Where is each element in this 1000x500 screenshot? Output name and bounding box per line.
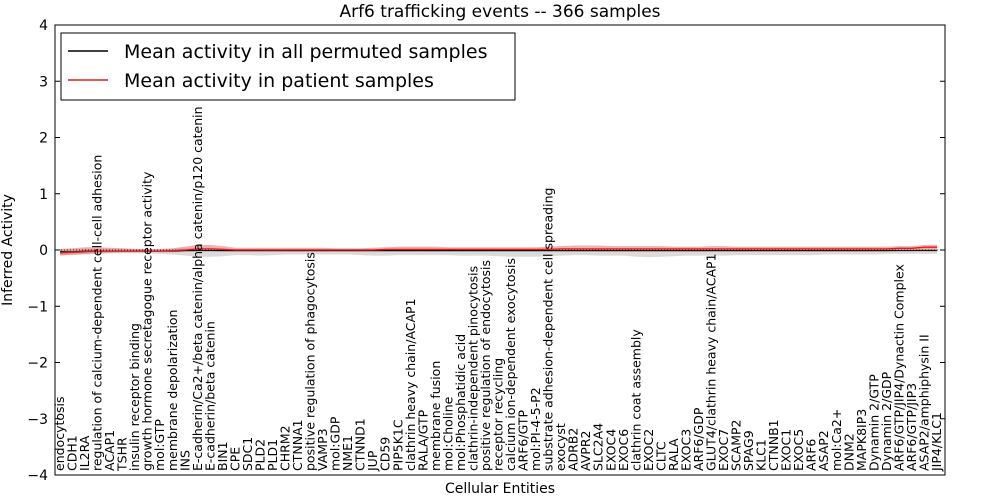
entity-label: membrane depolarization	[165, 310, 180, 471]
entity-label: clathrin coat assembly	[628, 329, 643, 471]
series-lines	[55, 246, 945, 254]
y-tick-label: −2	[27, 356, 48, 372]
entity-label: VAMP3	[315, 428, 330, 471]
entity-label: SCAMP2	[729, 420, 744, 472]
entity-label: BIN1	[215, 441, 230, 471]
entity-label: EXOC2	[641, 429, 656, 471]
y-tick-label: −1	[27, 299, 48, 315]
legend-label-patient: Mean activity in patient samples	[124, 70, 434, 92]
entity-label: exocyst	[553, 423, 568, 471]
entity-label: ADRB2	[566, 428, 581, 471]
axis-ticks: 4 3 2 1 0 −1 −2 −3 −4	[27, 18, 945, 484]
entity-label: ASAP2	[816, 430, 831, 471]
entity-label: regulation of calcium-dependent cell-cel…	[90, 155, 105, 471]
entity-label: EXOC1	[779, 429, 794, 471]
legend: Mean activity in all permuted samples Me…	[60, 32, 516, 101]
entity-label: insulin receptor binding	[127, 323, 142, 471]
entity-label: clathrin-independent pinocytosis	[465, 266, 480, 471]
entity-label: mol:GDP	[328, 416, 343, 471]
entity-label: EXOC3	[678, 429, 693, 471]
y-tick-label: −4	[27, 468, 48, 484]
entity-label: Dynamin 2/GDP	[879, 371, 894, 471]
entity-label: mol:Phosphatidic acid	[453, 334, 468, 471]
entity-label: EXOC6	[616, 429, 631, 471]
entity-label: IL2RA	[77, 435, 92, 471]
legend-box	[60, 32, 516, 101]
entity-label: AVPR2	[578, 431, 593, 471]
entity-label: ARF6/GTP	[516, 410, 531, 471]
entity-label: ASAP2/amphiphysin II	[917, 334, 932, 471]
y-tick-label: 2	[39, 131, 48, 147]
entity-label: calcium ion-dependent exocytosis	[503, 258, 518, 471]
entity-label: CPE	[227, 447, 242, 471]
entity-label: E-cadherin/Ca2+/beta catenin/alpha caten…	[190, 106, 205, 471]
entity-label: membrane fusion	[428, 361, 443, 471]
entity-label: DNM2	[841, 433, 856, 471]
entity-label: JIP4/KLC1	[929, 412, 944, 472]
entity-label: positive regulation of endocytosis	[478, 260, 493, 471]
entity-label: Dynamin 2/GTP	[866, 374, 881, 471]
x-axis-label: Cellular Entities	[445, 481, 555, 497]
entity-label: ARF6	[804, 439, 819, 471]
entity-label: KLC1	[754, 439, 769, 471]
entity-label: PIP5K1C	[390, 419, 405, 471]
entity-label: SLC2A4	[591, 423, 606, 471]
legend-label-permuted: Mean activity in all permuted samples	[124, 41, 487, 63]
entity-label: ARF6/GDP	[691, 407, 706, 471]
y-tick-label: 3	[39, 74, 48, 90]
entity-label: substrate adhesion-dependent cell spread…	[541, 188, 556, 471]
entity-label: CHRM2	[278, 425, 293, 471]
entity-label: CDH1	[65, 435, 80, 471]
entity-label: CTNND1	[353, 418, 368, 471]
y-tick-label: 4	[39, 18, 48, 34]
entity-label: mol:Choline	[440, 396, 455, 471]
chart-title: Arf6 trafficking events -- 366 samples	[339, 2, 660, 22]
entity-label: mol:GTP	[152, 419, 167, 471]
entity-label: RALA	[666, 438, 681, 471]
entity-label: NME1	[340, 435, 355, 471]
entity-label: endocytosis	[52, 396, 67, 471]
entity-label: TSHR	[115, 437, 130, 472]
entity-label: clathrin heavy chain/ACAP1	[403, 298, 418, 471]
series-line-permuted	[60, 250, 937, 253]
entity-label: MAPK8IP3	[854, 409, 869, 471]
y-axis-label: Inferred Activity	[0, 194, 16, 306]
y-tick-label: −3	[27, 412, 48, 428]
entity-label: EXOC7	[716, 429, 731, 471]
entity-label: growth hormone secretagogue receptor act…	[140, 171, 155, 471]
entity-label: GLUT4/clathrin heavy chain/ACAP1	[704, 253, 719, 471]
entity-label: EXOC4	[603, 429, 618, 471]
entity-label: INS	[177, 450, 192, 471]
entity-label: SDC1	[240, 437, 255, 471]
entity-label: mol:PI-4-5-P2	[528, 387, 543, 471]
entity-label: JUP	[365, 450, 380, 472]
entity-label: CD59	[378, 437, 393, 471]
entity-label: CTNNB1	[766, 419, 781, 471]
entity-label: RALA/GTP	[415, 409, 430, 471]
entity-label: mol:Ca2+	[829, 409, 844, 471]
entity-label: PLD2	[253, 439, 268, 471]
entity-label: ACAP1	[102, 430, 117, 471]
plot-frame	[54, 24, 946, 476]
y-tick-label: 1	[39, 187, 48, 203]
y-tick-label: 0	[39, 243, 48, 259]
entity-label: CTNNA1	[290, 419, 305, 471]
entity-label: PLD1	[265, 439, 280, 471]
entity-label: ARF6/GTP/JIP4/Dynactin Complex	[891, 264, 906, 471]
entity-label: positive regulation of phagocytosis	[303, 252, 318, 471]
entity-label: ARF6/GTP/JIP3	[904, 383, 919, 471]
entity-label: EXOC5	[791, 429, 806, 471]
entity-label: CLTC	[653, 441, 668, 471]
entity-label: SPAG9	[741, 430, 756, 471]
entity-label: E-cadherin/beta catenin	[202, 321, 217, 471]
entity-label: receptor recycling	[491, 358, 506, 471]
series-line-patient	[59, 246, 937, 254]
